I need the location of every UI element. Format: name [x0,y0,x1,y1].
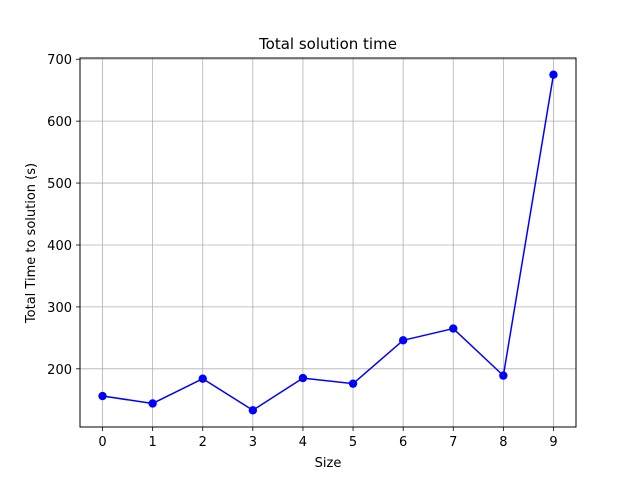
data-point [449,324,458,333]
y-tick-label: 300 [47,301,72,316]
x-tick-label: 1 [149,435,157,450]
y-tick-label: 200 [47,363,72,378]
y-tick-label: 500 [47,177,72,192]
y-tick-label: 600 [47,115,72,130]
x-tick-label: 0 [98,435,106,450]
data-point [298,373,308,383]
data-point [398,336,408,345]
data-point [248,406,258,415]
x-axis: 0 1 2 3 4 5 6 7 8 9 [98,427,558,450]
x-tick-label: 3 [249,435,257,450]
x-tick-label: 5 [349,435,357,450]
x-tick-label: 8 [499,435,507,450]
data-point [98,391,107,401]
data-point [198,374,207,383]
x-tick-label: 4 [299,435,307,450]
y-axis: 200 300 400 500 600 700 [47,53,80,378]
data-point [499,371,508,380]
chart-title: Total solution time [258,35,397,53]
data-point [348,379,358,388]
plot-area [79,57,577,428]
data-point [549,70,558,79]
x-axis-label: Size [315,456,342,471]
y-tick-label: 700 [47,53,72,68]
grid [80,58,576,427]
x-tick-label: 7 [449,435,457,450]
y-axis-label: Total Time to solution (s) [24,163,39,324]
y-tick-label: 400 [47,239,72,254]
series-layer [98,70,558,415]
series-line [102,74,555,412]
x-tick-label: 6 [399,435,407,450]
data-point [148,399,157,408]
x-tick-label: 9 [549,435,557,450]
x-tick-label: 2 [199,435,207,450]
